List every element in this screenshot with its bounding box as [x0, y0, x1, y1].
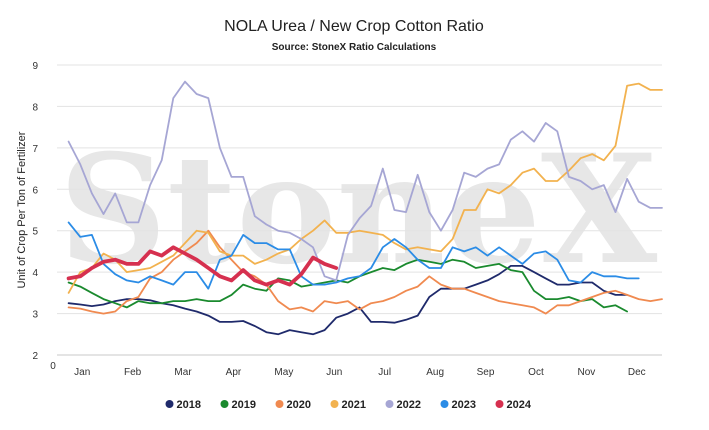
legend-marker-2018	[165, 400, 174, 408]
x-tick-label-nov: Nov	[577, 367, 595, 378]
y-axis-ticks: 2 3 4 5 6 7 8 9	[32, 61, 38, 362]
x-tick-label-jul: Jul	[378, 367, 391, 378]
series-line-2019	[67, 258, 628, 313]
legend-marker-2021	[330, 400, 339, 408]
x-tick-label-oct: Oct	[528, 367, 544, 378]
legend-marker-2023	[440, 400, 449, 408]
legend-label-2022: 2022	[397, 399, 421, 411]
chart-subtitle: Source: StoneX Ratio Calculations	[272, 42, 437, 53]
legend-marker-2022	[385, 400, 394, 408]
series-line-2024	[66, 245, 339, 287]
stonex-watermark: StoneX	[59, 122, 658, 298]
x-tick-label-origin: 0	[50, 361, 56, 372]
legend: 2018 2019 2020 2021 2022 2023 2024	[165, 399, 532, 411]
legend-marker-2019	[220, 400, 229, 408]
legend-label-2020: 2020	[287, 399, 311, 411]
series-line-2020	[67, 229, 663, 315]
y-tick-label-3: 3	[32, 310, 38, 321]
y-tick-label-2: 2	[32, 351, 38, 362]
legend-label-2021: 2021	[342, 399, 366, 411]
x-tick-label-sep: Sep	[477, 367, 495, 378]
series-line-2022	[67, 80, 663, 282]
y-tick-label-7: 7	[32, 144, 38, 155]
legend-label-2023: 2023	[452, 399, 476, 411]
watermark-text: StoneX	[59, 122, 658, 298]
legend-marker-2020	[275, 400, 284, 408]
x-tick-label-jun: Jun	[326, 367, 342, 378]
x-tick-label-aug: Aug	[426, 367, 444, 378]
x-tick-label-apr: Apr	[226, 367, 242, 378]
y-tick-label-5: 5	[32, 227, 38, 238]
x-axis-ticks: 0 Jan Feb Mar Apr May Jun Jul Aug Sep Oct Nov Dec	[50, 361, 645, 378]
x-tick-label-feb: Feb	[124, 367, 142, 378]
series-line-2023	[67, 221, 640, 290]
legend-marker-2024	[495, 400, 504, 408]
legend-label-2018: 2018	[177, 399, 201, 411]
series-lines	[66, 80, 663, 336]
y-tick-label-9: 9	[32, 61, 38, 72]
y-tick-label-8: 8	[32, 102, 38, 113]
y-axis-label: Unit of Crop Per Ton of Fertilizer	[16, 131, 28, 288]
series-line-2021	[67, 82, 663, 294]
x-tick-label-jan: Jan	[74, 367, 90, 378]
y-tick-label-6: 6	[32, 185, 38, 196]
y-tick-label-4: 4	[32, 268, 38, 279]
x-tick-label-mar: Mar	[174, 367, 192, 378]
chart-title: NOLA Urea / New Crop Cotton Ratio	[224, 18, 484, 35]
legend-label-2019: 2019	[232, 399, 256, 411]
x-tick-label-dec: Dec	[628, 367, 646, 378]
legend-label-2024: 2024	[507, 399, 532, 411]
x-tick-label-may: May	[274, 367, 293, 378]
